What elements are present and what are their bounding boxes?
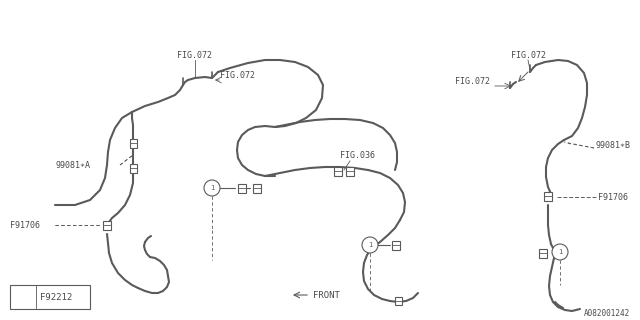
Text: FIG.072: FIG.072 bbox=[455, 77, 490, 86]
Bar bbox=[10, 285, 90, 309]
Bar bbox=[253, 183, 261, 193]
Circle shape bbox=[16, 290, 30, 304]
Bar bbox=[539, 249, 547, 258]
Text: A082001242: A082001242 bbox=[584, 308, 630, 317]
Bar bbox=[129, 139, 136, 148]
Text: 1: 1 bbox=[558, 249, 562, 255]
Bar bbox=[334, 166, 342, 175]
Text: F91706: F91706 bbox=[10, 220, 40, 229]
Circle shape bbox=[204, 180, 220, 196]
Text: 99081∗A: 99081∗A bbox=[55, 161, 90, 170]
Text: 1: 1 bbox=[210, 185, 214, 191]
Circle shape bbox=[552, 244, 568, 260]
Bar bbox=[394, 297, 401, 305]
Text: 99081∗B: 99081∗B bbox=[596, 140, 631, 149]
Text: FIG.072: FIG.072 bbox=[220, 70, 255, 79]
Text: F92212: F92212 bbox=[40, 292, 72, 301]
Circle shape bbox=[362, 237, 378, 253]
Text: FRONT: FRONT bbox=[313, 291, 340, 300]
Text: FIG.036: FIG.036 bbox=[340, 150, 375, 159]
Text: 1: 1 bbox=[21, 294, 25, 300]
Text: 1: 1 bbox=[368, 242, 372, 248]
Bar bbox=[238, 183, 246, 193]
Bar bbox=[346, 166, 354, 175]
Bar bbox=[129, 164, 136, 172]
Text: FIG.072: FIG.072 bbox=[511, 51, 545, 60]
Bar bbox=[103, 220, 111, 229]
Text: F91706: F91706 bbox=[598, 193, 628, 202]
Text: FIG.072: FIG.072 bbox=[177, 51, 212, 60]
Bar bbox=[544, 191, 552, 201]
Bar bbox=[392, 241, 400, 250]
